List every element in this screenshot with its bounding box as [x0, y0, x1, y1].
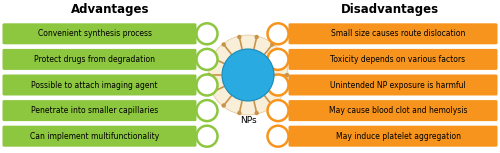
Text: Toxicity depends on various factors: Toxicity depends on various factors [330, 55, 466, 64]
Circle shape [196, 23, 218, 44]
Text: Penetrate into smaller capillaries: Penetrate into smaller capillaries [31, 106, 158, 115]
Circle shape [268, 100, 288, 121]
Circle shape [268, 126, 288, 147]
Circle shape [268, 49, 288, 70]
Circle shape [237, 111, 242, 115]
FancyBboxPatch shape [2, 100, 196, 121]
Circle shape [196, 126, 218, 147]
Text: Can implement multifunctionality: Can implement multifunctionality [30, 132, 159, 141]
Circle shape [281, 90, 285, 94]
Text: Disadvantages: Disadvantages [341, 3, 439, 16]
Circle shape [237, 35, 242, 39]
Circle shape [285, 73, 289, 77]
Circle shape [281, 56, 285, 60]
Circle shape [210, 56, 215, 60]
FancyBboxPatch shape [288, 49, 498, 70]
FancyBboxPatch shape [2, 75, 196, 95]
FancyBboxPatch shape [2, 126, 196, 147]
Circle shape [208, 35, 288, 115]
Circle shape [270, 42, 274, 47]
Text: Advantages: Advantages [71, 3, 149, 16]
FancyBboxPatch shape [288, 23, 498, 44]
FancyBboxPatch shape [288, 126, 498, 147]
Circle shape [222, 103, 226, 108]
Text: Unintended NP exposure is harmful: Unintended NP exposure is harmful [330, 80, 466, 90]
FancyBboxPatch shape [2, 49, 196, 70]
Text: Convenient synthesis process: Convenient synthesis process [38, 29, 152, 38]
Circle shape [196, 49, 218, 70]
Circle shape [222, 49, 274, 101]
Circle shape [254, 35, 259, 39]
FancyBboxPatch shape [288, 100, 498, 121]
Circle shape [196, 100, 218, 121]
FancyBboxPatch shape [288, 75, 498, 95]
Text: May induce platelet aggregation: May induce platelet aggregation [336, 132, 460, 141]
Text: NPs: NPs [240, 116, 256, 125]
Circle shape [210, 90, 215, 94]
Text: Protect drugs from degradation: Protect drugs from degradation [34, 55, 155, 64]
Circle shape [268, 23, 288, 44]
Circle shape [254, 111, 259, 115]
FancyBboxPatch shape [2, 23, 196, 44]
Circle shape [268, 75, 288, 95]
Circle shape [207, 73, 211, 77]
Text: May cause blood clot and hemolysis: May cause blood clot and hemolysis [329, 106, 467, 115]
Circle shape [196, 75, 218, 95]
Text: Small size causes route dislocation: Small size causes route dislocation [331, 29, 465, 38]
Text: Possible to attach imaging agent: Possible to attach imaging agent [31, 80, 158, 90]
Circle shape [222, 42, 226, 47]
Circle shape [270, 103, 274, 108]
